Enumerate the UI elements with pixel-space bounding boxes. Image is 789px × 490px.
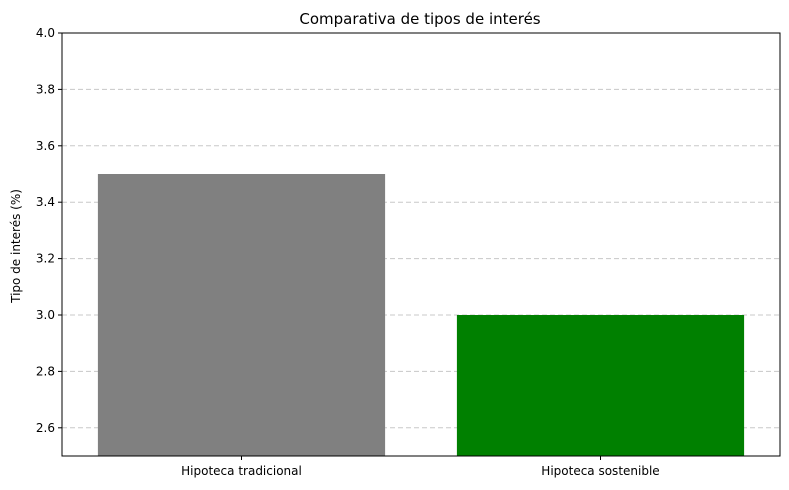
x-axis-ticks: Hipoteca tradicional Hipoteca sostenible: [181, 456, 660, 478]
chart-title: Comparativa de tipos de interés: [299, 10, 540, 28]
x-tick-label: Hipoteca sostenible: [541, 464, 659, 478]
y-tick-label: 2.6: [36, 421, 55, 435]
y-tick-label: 2.8: [36, 364, 55, 378]
y-tick-label: 3.2: [36, 252, 55, 266]
y-tick-label: 3.4: [36, 195, 55, 209]
bar: [97, 174, 386, 456]
bar: [456, 315, 745, 456]
y-tick-label: 3.0: [36, 308, 55, 322]
y-tick-label: 3.6: [36, 139, 55, 153]
y-axis-ticks: 2.6 2.8 3.0 3.2 3.4 3.6 3.8 4.0: [36, 26, 62, 435]
y-tick-label: 4.0: [36, 26, 55, 40]
plot-frame: [61, 32, 781, 457]
bars: [97, 174, 745, 456]
y-tick-label: 3.8: [36, 82, 55, 96]
x-tick-label: Hipoteca tradicional: [181, 464, 302, 478]
y-axis-label: Tipo de interés (%): [9, 189, 23, 304]
